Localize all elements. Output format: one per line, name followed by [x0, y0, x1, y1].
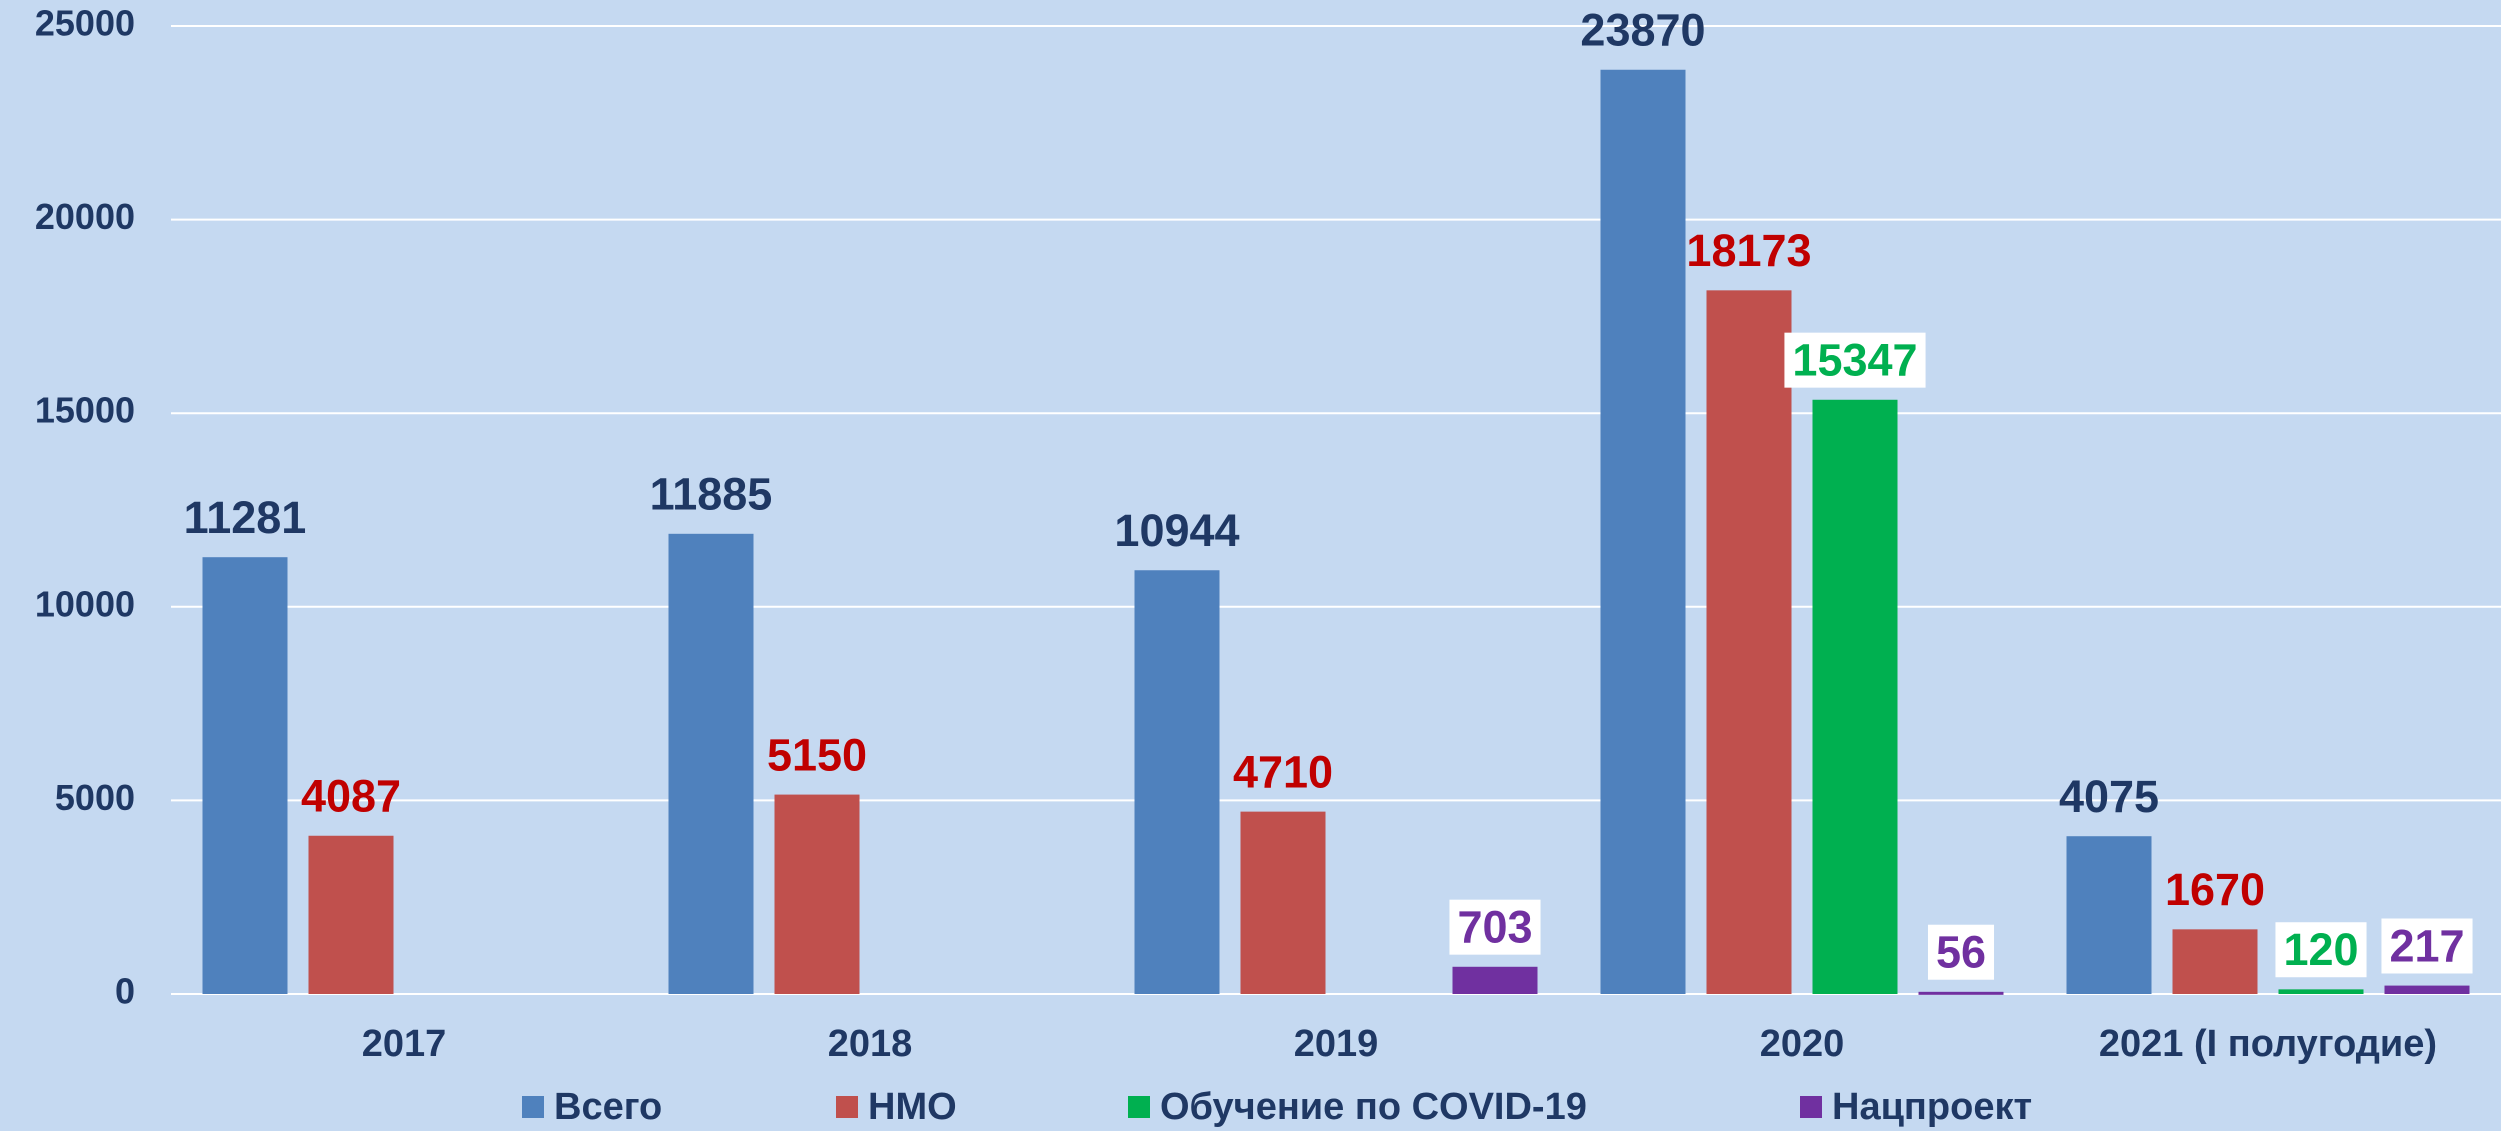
bar	[1240, 811, 1326, 994]
data-label: 18173	[1686, 225, 1811, 276]
y-tick-label: 5000	[55, 777, 135, 818]
label-box	[2381, 918, 2473, 974]
bar	[1134, 570, 1220, 994]
bar	[1706, 290, 1792, 994]
label-box	[1784, 332, 1926, 388]
data-label: 10944	[1114, 505, 1239, 556]
bar	[2066, 836, 2152, 994]
bar	[774, 794, 860, 994]
data-label: 5150	[767, 729, 867, 780]
data-label: 120	[2283, 924, 2358, 975]
x-tick-label: 2020	[1760, 1023, 1845, 1065]
legend-label: Обучение по COVID-19	[1160, 1086, 1587, 1128]
legend-label: Всего	[554, 1086, 662, 1128]
legend-swatch	[836, 1096, 858, 1118]
legend-label: НМО	[868, 1086, 957, 1128]
legend-label: Нацпроект	[1832, 1086, 2032, 1128]
data-label: 23870	[1580, 5, 1705, 56]
bar	[668, 533, 754, 994]
bar	[2278, 989, 2364, 994]
x-tick-label: 2019	[1294, 1023, 1379, 1065]
legend-swatch	[522, 1096, 544, 1118]
label-box	[2275, 922, 2367, 978]
bar	[1918, 991, 2004, 995]
bar	[1812, 399, 1898, 994]
y-tick-label: 0	[115, 971, 135, 1012]
bar	[1600, 69, 1686, 994]
legend-swatch	[1128, 1096, 1150, 1118]
label-box	[1449, 899, 1541, 955]
y-tick-label: 25000	[35, 3, 135, 44]
bar	[2172, 929, 2258, 994]
x-tick-label: 2018	[828, 1023, 913, 1065]
data-label: 11281	[184, 492, 307, 543]
data-label: 4710	[1233, 747, 1333, 798]
data-label: 56	[1936, 927, 1986, 978]
data-label: 703	[1457, 902, 1532, 953]
y-tick-label: 15000	[35, 390, 135, 431]
data-label: 4075	[2059, 771, 2159, 822]
x-tick-label: 2021 (I полугодие)	[2099, 1023, 2437, 1065]
label-box	[1927, 924, 1995, 980]
x-tick-label: 2017	[362, 1023, 447, 1065]
data-label: 15347	[1792, 335, 1917, 386]
data-label: 4087	[301, 771, 401, 822]
bar	[202, 557, 288, 994]
data-label: 11885	[650, 469, 773, 520]
legend-swatch	[1800, 1096, 1822, 1118]
y-tick-label: 10000	[35, 583, 135, 624]
bar	[308, 835, 394, 994]
data-label: 1670	[2165, 864, 2265, 915]
y-tick-label: 20000	[35, 196, 135, 237]
data-label: 217	[2389, 920, 2464, 971]
bar	[1452, 966, 1538, 994]
bar	[2384, 985, 2470, 994]
